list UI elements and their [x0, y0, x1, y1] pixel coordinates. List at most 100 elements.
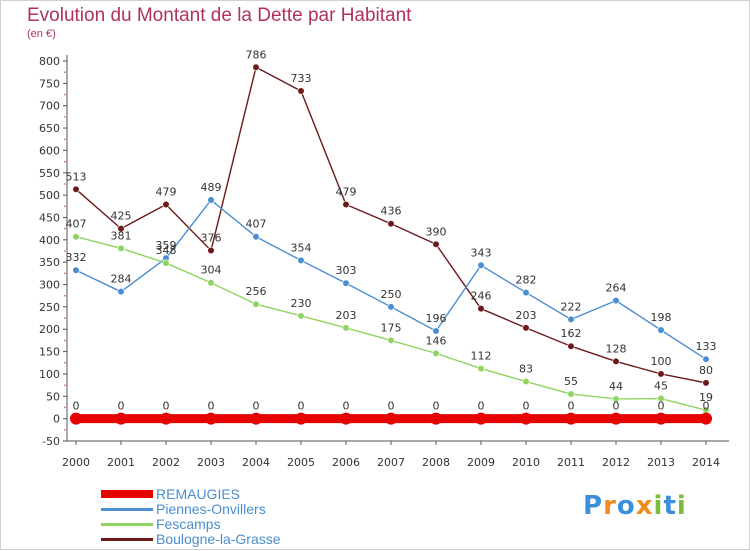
legend-item: Piennes-Onvillers	[101, 501, 266, 517]
data-label: 479	[336, 186, 357, 199]
unit-label: (en €)	[27, 28, 56, 40]
data-label: 348	[156, 244, 177, 257]
data-point	[387, 220, 395, 228]
data-point	[430, 412, 442, 425]
logo-letter: i	[676, 491, 687, 521]
legend-label: Piennes-Onvillers	[156, 501, 266, 517]
data-point	[342, 200, 350, 209]
y-tick-label: 400	[39, 234, 60, 247]
data-point	[72, 266, 80, 274]
data-point	[387, 336, 395, 345]
y-tick-label: 600	[39, 144, 60, 157]
data-label: 198	[651, 311, 672, 324]
data-label: 230	[291, 297, 312, 310]
data-label: 0	[118, 400, 125, 413]
data-label: 175	[381, 321, 402, 334]
legend-swatch	[101, 537, 153, 541]
x-tick-label: 2011	[557, 456, 585, 469]
data-point	[657, 394, 665, 403]
data-label: 0	[703, 400, 710, 413]
data-point	[567, 315, 575, 324]
x-tick-label: 2001	[107, 456, 135, 469]
data-point	[70, 412, 82, 425]
data-label: 112	[471, 350, 492, 363]
data-point	[295, 412, 307, 425]
y-minor-dot	[64, 384, 66, 386]
data-label: 0	[478, 400, 485, 413]
y-minor-dot	[64, 317, 66, 319]
legend-item: REMAUGIES	[101, 486, 240, 502]
data-label: 407	[246, 218, 267, 231]
data-label: 304	[201, 264, 222, 277]
data-point	[702, 355, 710, 363]
data-point	[475, 412, 487, 425]
data-label: 0	[388, 400, 395, 413]
data-point	[477, 261, 485, 269]
data-point	[252, 233, 260, 241]
data-label: 19	[699, 391, 713, 404]
data-label: 0	[253, 400, 260, 413]
legend-swatch	[101, 490, 153, 498]
data-point	[342, 324, 350, 332]
data-point	[432, 240, 440, 248]
data-point	[522, 377, 530, 386]
data-label: 425	[111, 210, 132, 223]
data-label: 0	[658, 400, 665, 413]
y-tick-label: 800	[39, 55, 60, 68]
y-minor-dot	[64, 339, 66, 342]
data-point	[72, 185, 80, 193]
y-minor-dot	[64, 406, 66, 409]
y-tick-label: 700	[39, 100, 60, 113]
y-tick-label: 200	[39, 323, 60, 336]
data-point	[610, 412, 622, 425]
y-tick-label: 50	[46, 390, 60, 403]
data-point	[207, 196, 215, 204]
data-point	[657, 370, 665, 378]
data-label: 256	[246, 285, 267, 298]
data-point	[567, 342, 575, 350]
data-point	[432, 349, 440, 357]
data-point	[252, 300, 260, 308]
y-tick-label: 450	[39, 211, 60, 224]
y-tick-label: 350	[39, 256, 60, 269]
data-point	[565, 412, 577, 425]
proxiti-logo: Proxiti	[583, 491, 687, 521]
data-point	[207, 246, 215, 255]
data-point	[160, 412, 172, 425]
data-label: 390	[426, 225, 447, 238]
y-minor-dot	[64, 361, 66, 364]
data-point	[297, 256, 305, 264]
data-point	[72, 233, 80, 241]
data-point	[655, 412, 667, 425]
data-label: 0	[163, 400, 170, 413]
data-point	[477, 305, 485, 313]
legend-item: Fescamps	[101, 516, 221, 532]
y-minor-dot	[64, 205, 66, 208]
y-minor-dot	[64, 227, 66, 230]
data-point	[250, 412, 262, 425]
data-point	[700, 412, 712, 425]
data-label: 264	[606, 282, 627, 295]
x-tick-label: 2005	[287, 456, 315, 469]
y-tick-label: 150	[39, 346, 60, 359]
data-label: 0	[433, 400, 440, 413]
x-tick-label: 2012	[602, 456, 630, 469]
logo-letter: P	[583, 491, 604, 521]
y-minor-dot	[64, 160, 66, 163]
data-label: 80	[699, 364, 713, 377]
data-label: 203	[516, 309, 537, 322]
data-label: 407	[66, 218, 87, 231]
data-point	[657, 326, 665, 334]
data-point	[115, 412, 127, 425]
legend-label: Fescamps	[156, 516, 221, 532]
data-point	[162, 259, 170, 267]
y-tick-label: 650	[39, 122, 60, 135]
data-label: 436	[381, 205, 402, 218]
data-label: 55	[564, 375, 578, 388]
data-point	[612, 297, 620, 305]
y-minor-dot	[64, 294, 66, 297]
data-label: 786	[246, 48, 267, 61]
y-minor-dot	[64, 71, 66, 73]
